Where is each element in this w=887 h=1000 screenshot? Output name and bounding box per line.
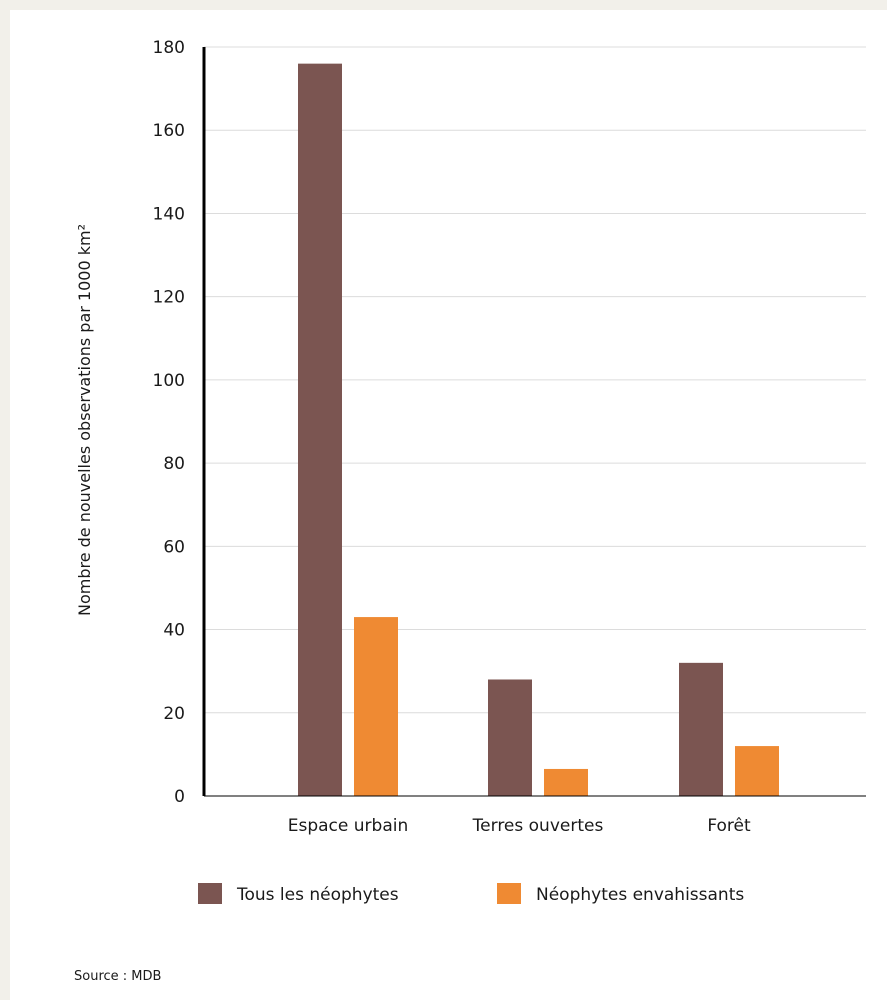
y-tick-label: 60 (163, 537, 185, 557)
source-note: Source : MDB (74, 969, 161, 984)
y-tick-label: 40 (163, 621, 185, 641)
legend-swatch (497, 883, 521, 904)
x-tick-label: Espace urbain (288, 816, 409, 836)
axes (202, 47, 866, 797)
bar-tous-les-neophytes (298, 63, 342, 796)
bars (298, 63, 779, 796)
y-axis-label: Nombre de nouvelles observations par 100… (75, 224, 94, 616)
y-tick-labels: 0 20 40 60 80 100 120 140 160 180 (153, 38, 185, 807)
legend-label: Néophytes envahissants (536, 885, 744, 905)
legend-label: Tous les néophytes (236, 885, 399, 905)
chart-card (10, 10, 887, 1000)
x-tick-labels: Espace urbain Terres ouvertes Forêt (288, 816, 751, 836)
x-tick-label: Forêt (707, 816, 751, 836)
y-tick-label: 160 (153, 121, 185, 141)
legend-swatch (198, 883, 222, 904)
legend-item: Tous les néophytes (198, 883, 399, 905)
bar-neophytes-envahissants (544, 768, 588, 796)
y-tick-label: 100 (153, 371, 185, 391)
y-tick-label: 20 (163, 704, 185, 724)
y-tick-label: 180 (153, 38, 185, 58)
y-tick-label: 0 (174, 787, 185, 807)
legend: Tous les néophytes Néophytes envahissants (198, 883, 744, 905)
legend-item: Néophytes envahissants (497, 883, 744, 905)
y-tick-label: 140 (153, 204, 185, 224)
bar-neophytes-envahissants (354, 617, 398, 796)
bar-tous-les-neophytes (679, 662, 723, 796)
bar-neophytes-envahissants (735, 746, 779, 796)
x-tick-label: Terres ouvertes (472, 816, 604, 836)
y-tick-label: 80 (163, 454, 185, 474)
bar-tous-les-neophytes (488, 679, 532, 796)
y-tick-label: 120 (153, 288, 185, 308)
